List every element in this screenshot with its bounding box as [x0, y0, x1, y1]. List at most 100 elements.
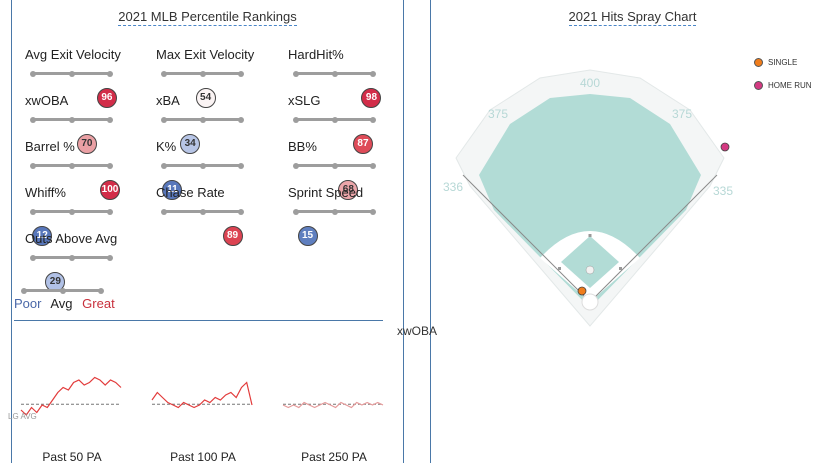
percentile-bubble: 34	[180, 134, 201, 154]
percentile-track: 100	[30, 162, 120, 200]
track-tick	[199, 116, 206, 123]
track-tick	[107, 162, 113, 169]
percentile-bubble: 11	[162, 180, 183, 200]
track-tick	[68, 162, 75, 169]
track-tick	[107, 254, 113, 261]
track-tick	[293, 162, 299, 169]
metric-xslg: xSLG 87	[288, 93, 408, 154]
track-tick	[199, 70, 206, 77]
percentile-track: 96	[30, 70, 117, 108]
metric-sprint-speed: Sprint Speed 15	[288, 185, 408, 246]
home-plate-circle	[581, 293, 599, 311]
track-tick	[331, 208, 338, 215]
percentile-track: 87	[293, 116, 376, 154]
track-tick	[331, 70, 338, 77]
percentile-track: 98	[293, 70, 382, 108]
metric-label: Avg Exit Velocity	[25, 47, 121, 62]
base	[558, 267, 561, 270]
xwoba-title: xwOBA	[396, 324, 437, 338]
percentile-title: 2021 MLB Percentile Rankings	[118, 9, 297, 26]
percentile-panel: 2021 MLB Percentile Rankings	[11, 0, 404, 463]
metric-label: Chase Rate	[156, 185, 225, 200]
scale-avg: Avg	[50, 296, 73, 311]
xwoba-line	[151, 381, 253, 409]
metric-outs-above-avg: Outs Above Avg 29	[25, 231, 145, 292]
percentile-track: 68	[293, 162, 376, 200]
percentile-track: 12	[30, 208, 113, 246]
track-tick	[370, 162, 376, 169]
legend-single: SINGLE	[754, 58, 797, 68]
track-tick	[331, 116, 338, 123]
percentile-track: 29	[30, 254, 113, 292]
track-tick	[30, 70, 36, 77]
scale-tick	[59, 287, 66, 294]
outfield-grass	[479, 94, 701, 308]
metric-avg-exit-velocity: Avg Exit Velocity 96	[25, 47, 145, 108]
dist-label-rf: 335	[713, 184, 733, 198]
metric-label: Sprint Speed	[288, 185, 364, 200]
dist-label-lf: 336	[443, 180, 463, 194]
metric-k: K% 11	[156, 139, 276, 200]
track-tick	[199, 208, 206, 215]
track-tick	[161, 116, 167, 123]
metric-bb: BB% 68	[288, 139, 408, 200]
percentile-track: 89	[161, 208, 244, 246]
base	[588, 234, 592, 237]
scale-track	[21, 287, 104, 294]
percentile-bubble: 54	[195, 88, 216, 108]
percentile-bubble: 89	[222, 226, 243, 246]
track-tick	[293, 70, 299, 77]
scale-legend: Poor Avg Great	[14, 296, 121, 311]
sparkline-label: Past 50 PA	[42, 450, 102, 464]
xwoba-line	[20, 376, 122, 416]
percentile-bubble: 100	[100, 180, 120, 200]
track-tick	[238, 116, 244, 123]
metric-max-exit-velocity: Max Exit Velocity 54	[156, 47, 276, 108]
track-tick	[238, 162, 244, 169]
track-tick	[68, 70, 75, 77]
percentile-bubble: 15	[297, 226, 318, 246]
percentile-track: 70	[30, 116, 113, 154]
track-tick	[293, 116, 299, 123]
xwoba-line	[282, 401, 384, 409]
base	[619, 267, 622, 270]
metric-whiff: Whiff% 12	[25, 185, 145, 246]
metric-label: xwOBA	[25, 93, 69, 108]
track-tick	[107, 208, 113, 215]
metric-label: xBA	[156, 93, 180, 108]
sparkline-label: Past 250 PA	[301, 450, 367, 464]
infield-grass	[561, 236, 619, 288]
percentile-track: 15	[293, 208, 376, 246]
track-tick	[68, 254, 75, 261]
percentile-bubble: 96	[96, 88, 117, 108]
track-tick	[68, 116, 75, 123]
lg-avg-label: LG AVG	[8, 412, 37, 421]
single-icon	[754, 58, 763, 68]
percentile-bubble: 68	[338, 180, 359, 200]
track-tick	[30, 116, 36, 123]
track-tick	[161, 70, 167, 77]
foul-line-left	[462, 174, 591, 303]
pitchers-mound	[585, 265, 595, 275]
xwoba-sparkline	[151, 381, 253, 409]
track-tick	[293, 208, 299, 215]
metric-label: Barrel %	[25, 139, 75, 154]
section-divider	[14, 320, 383, 321]
metric-hardhit: HardHit% 98	[288, 47, 408, 108]
track-tick	[107, 116, 113, 123]
track-tick	[161, 208, 167, 215]
track-tick	[331, 162, 338, 169]
sparkline-label: Past 100 PA	[170, 450, 236, 464]
dist-label-rcf: 375	[672, 107, 692, 121]
track-tick	[161, 162, 167, 169]
scale-tick	[98, 287, 104, 294]
metric-xwoba: xwOBA 70	[25, 93, 145, 154]
hit-home-run	[720, 142, 730, 152]
metric-label: xSLG	[288, 93, 321, 108]
metric-label: K%	[156, 139, 177, 154]
percentile-track: 34	[161, 116, 244, 154]
metric-xba: xBA 34	[156, 93, 276, 154]
percentile-bubble: 98	[361, 88, 382, 108]
track-tick	[68, 208, 75, 215]
metric-label: Max Exit Velocity	[156, 47, 255, 62]
